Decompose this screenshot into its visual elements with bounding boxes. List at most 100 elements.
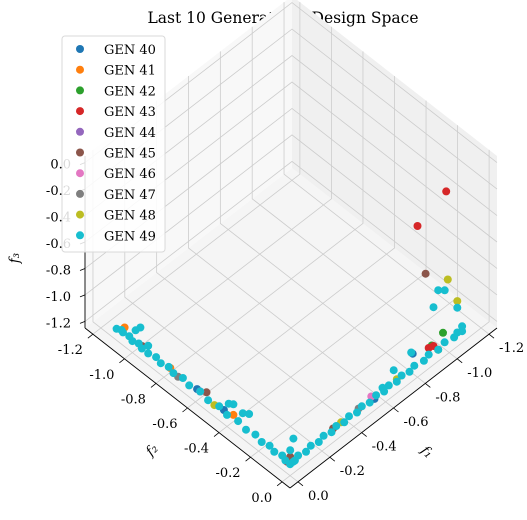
- x-tick-mark: [456, 358, 463, 364]
- legend-box: [61, 35, 166, 253]
- legend-marker: [76, 86, 84, 95]
- data-point: [405, 367, 414, 376]
- x-tick-mark: [393, 407, 399, 413]
- data-point: [421, 269, 430, 278]
- data-point: [286, 446, 295, 455]
- data-point: [365, 398, 374, 407]
- data-point: [357, 402, 366, 411]
- data-point: [440, 338, 449, 347]
- y-tick-mark: [245, 456, 251, 462]
- data-point: [332, 422, 341, 430]
- y-tick-mark: [276, 481, 283, 487]
- data-point: [424, 344, 433, 352]
- data-point: [440, 286, 449, 295]
- data-point: [410, 361, 419, 370]
- data-point: [442, 187, 451, 196]
- data-point: [265, 441, 274, 450]
- legend-marker: [76, 189, 84, 198]
- gridline-z: [84, 160, 498, 322]
- gridline-x: [251, 26, 458, 360]
- x-tick-label: -0.2: [340, 464, 365, 479]
- data-point: [144, 349, 153, 358]
- x-tick-label: -1.2: [499, 341, 524, 356]
- data-point: [314, 438, 323, 446]
- legend-label: GEN 47: [104, 188, 156, 203]
- x-tick-label: -0.8: [435, 390, 460, 405]
- data-point: [384, 381, 393, 390]
- y-tick-mark: [119, 358, 125, 364]
- data-point: [389, 366, 398, 375]
- data-point: [257, 438, 266, 446]
- gridline-x: [219, 51, 426, 384]
- data-point: [407, 348, 416, 357]
- data-point: [434, 345, 443, 354]
- data-point: [458, 322, 467, 331]
- x-tick-label: 0.0: [308, 489, 329, 504]
- data-point: [196, 387, 205, 396]
- data-point: [234, 417, 243, 426]
- z-tick-mark: [79, 321, 86, 324]
- data-point: [144, 341, 153, 350]
- y-tick-label: -0.6: [152, 417, 177, 432]
- gridline-y: [124, 26, 332, 360]
- data-point: [439, 328, 447, 337]
- data-point: [134, 339, 143, 348]
- data-point: [224, 399, 233, 408]
- data-point: [306, 441, 315, 450]
- x-tick-label: -0.6: [404, 415, 429, 430]
- data-point: [125, 332, 134, 341]
- data-point: [251, 430, 260, 439]
- legend-label: GEN 48: [104, 209, 156, 224]
- z-tick-mark: [79, 268, 86, 271]
- data-point: [156, 359, 165, 368]
- y-tick-mark: [182, 407, 188, 413]
- data-point: [223, 410, 231, 419]
- data-point: [294, 451, 303, 460]
- legend: GEN 40 GEN 41 GEN 42 GEN 43 GEN 44 GEN 45 GEN …: [61, 35, 166, 253]
- x-tick-mark: [361, 432, 367, 437]
- z-axis-label: f₃: [7, 253, 23, 264]
- data-point: [112, 324, 121, 333]
- legend-label: GEN 46: [104, 167, 156, 182]
- y-tick-label: -1.0: [89, 368, 114, 383]
- gridline-y: [92, 2, 301, 335]
- data-point: [424, 350, 433, 359]
- y-tick-label: -0.8: [121, 392, 146, 407]
- data-point: [419, 356, 428, 365]
- x-tick-mark: [488, 333, 495, 339]
- legend-marker: [76, 210, 84, 219]
- data-point: [204, 396, 213, 405]
- data-point: [202, 388, 211, 397]
- y-tick-label: -0.4: [184, 442, 209, 457]
- y-tick-mark: [213, 432, 220, 437]
- legend-marker: [76, 127, 84, 136]
- y-tick-mark: [87, 333, 94, 339]
- data-point: [278, 451, 287, 460]
- z-tick-label: -1.2: [46, 316, 71, 331]
- y-tick-mark: [150, 383, 157, 388]
- data-point: [327, 428, 336, 437]
- data-point: [178, 374, 187, 382]
- data-point: [413, 222, 422, 230]
- data-point: [238, 409, 247, 418]
- legend-marker: [76, 148, 84, 157]
- gridline-y: [155, 51, 364, 384]
- data-point: [136, 323, 145, 332]
- data-point: [302, 447, 310, 456]
- data-point: [453, 297, 462, 306]
- y-tick-label: 0.0: [251, 491, 272, 506]
- data-points: [112, 187, 467, 469]
- x-tick-mark: [297, 481, 304, 487]
- data-point: [443, 275, 452, 284]
- data-point: [229, 410, 238, 419]
- data-point: [397, 371, 406, 380]
- gridline-x: [283, 2, 490, 335]
- data-point: [169, 369, 178, 378]
- data-point: [392, 377, 401, 386]
- y-tick-label: -1.2: [58, 343, 83, 358]
- data-point: [245, 410, 254, 418]
- legend-marker: [76, 65, 84, 74]
- data-point: [340, 418, 349, 427]
- data-point: [345, 412, 353, 421]
